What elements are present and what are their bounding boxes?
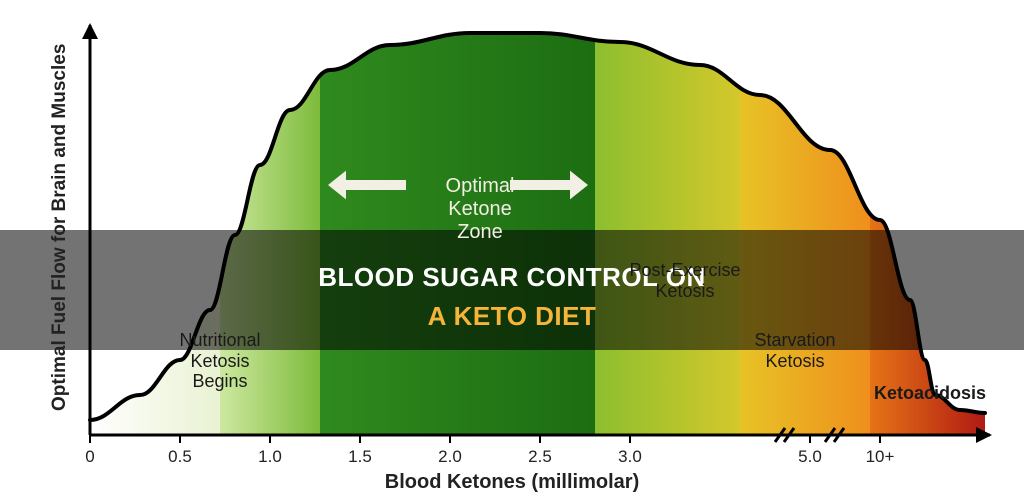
region-pk: Post-ExerciseKetosis	[600, 260, 770, 301]
region-nk: NutritionalKetosisBegins	[150, 330, 290, 392]
x-tick-label: 0.5	[155, 447, 205, 467]
x-tick-label: 2.0	[425, 447, 475, 467]
x-axis-label: Blood Ketones (millimolar)	[0, 471, 1024, 494]
x-tick-label: 1.5	[335, 447, 385, 467]
title-line1: BLOOD SUGAR CONTROL ON	[0, 262, 1024, 293]
overlay-title: BLOOD SUGAR CONTROL ON A KETO DIET	[0, 262, 1024, 332]
region-sk: StarvationKetosis	[720, 330, 870, 371]
region-oz: OptimalKetoneZone	[410, 175, 550, 244]
x-tick-label: 1.0	[245, 447, 295, 467]
title-line2: A KETO DIET	[0, 301, 1024, 332]
x-tick-label: 3.0	[605, 447, 655, 467]
region-ka: Ketoacidosis	[850, 383, 1010, 404]
x-tick-label: 0	[65, 447, 115, 467]
x-tick-label: 10+	[855, 447, 905, 467]
watermark: ShunKeto	[958, 486, 1014, 498]
y-axis-label: Optimal Fuel Flow for Brain and Muscles	[49, 51, 71, 411]
x-tick-label: 5.0	[785, 447, 835, 467]
x-tick-label: 2.5	[515, 447, 565, 467]
